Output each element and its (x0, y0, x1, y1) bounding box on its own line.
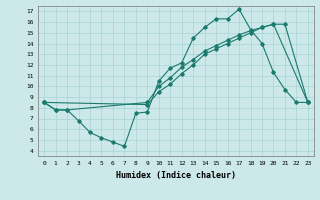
X-axis label: Humidex (Indice chaleur): Humidex (Indice chaleur) (116, 171, 236, 180)
